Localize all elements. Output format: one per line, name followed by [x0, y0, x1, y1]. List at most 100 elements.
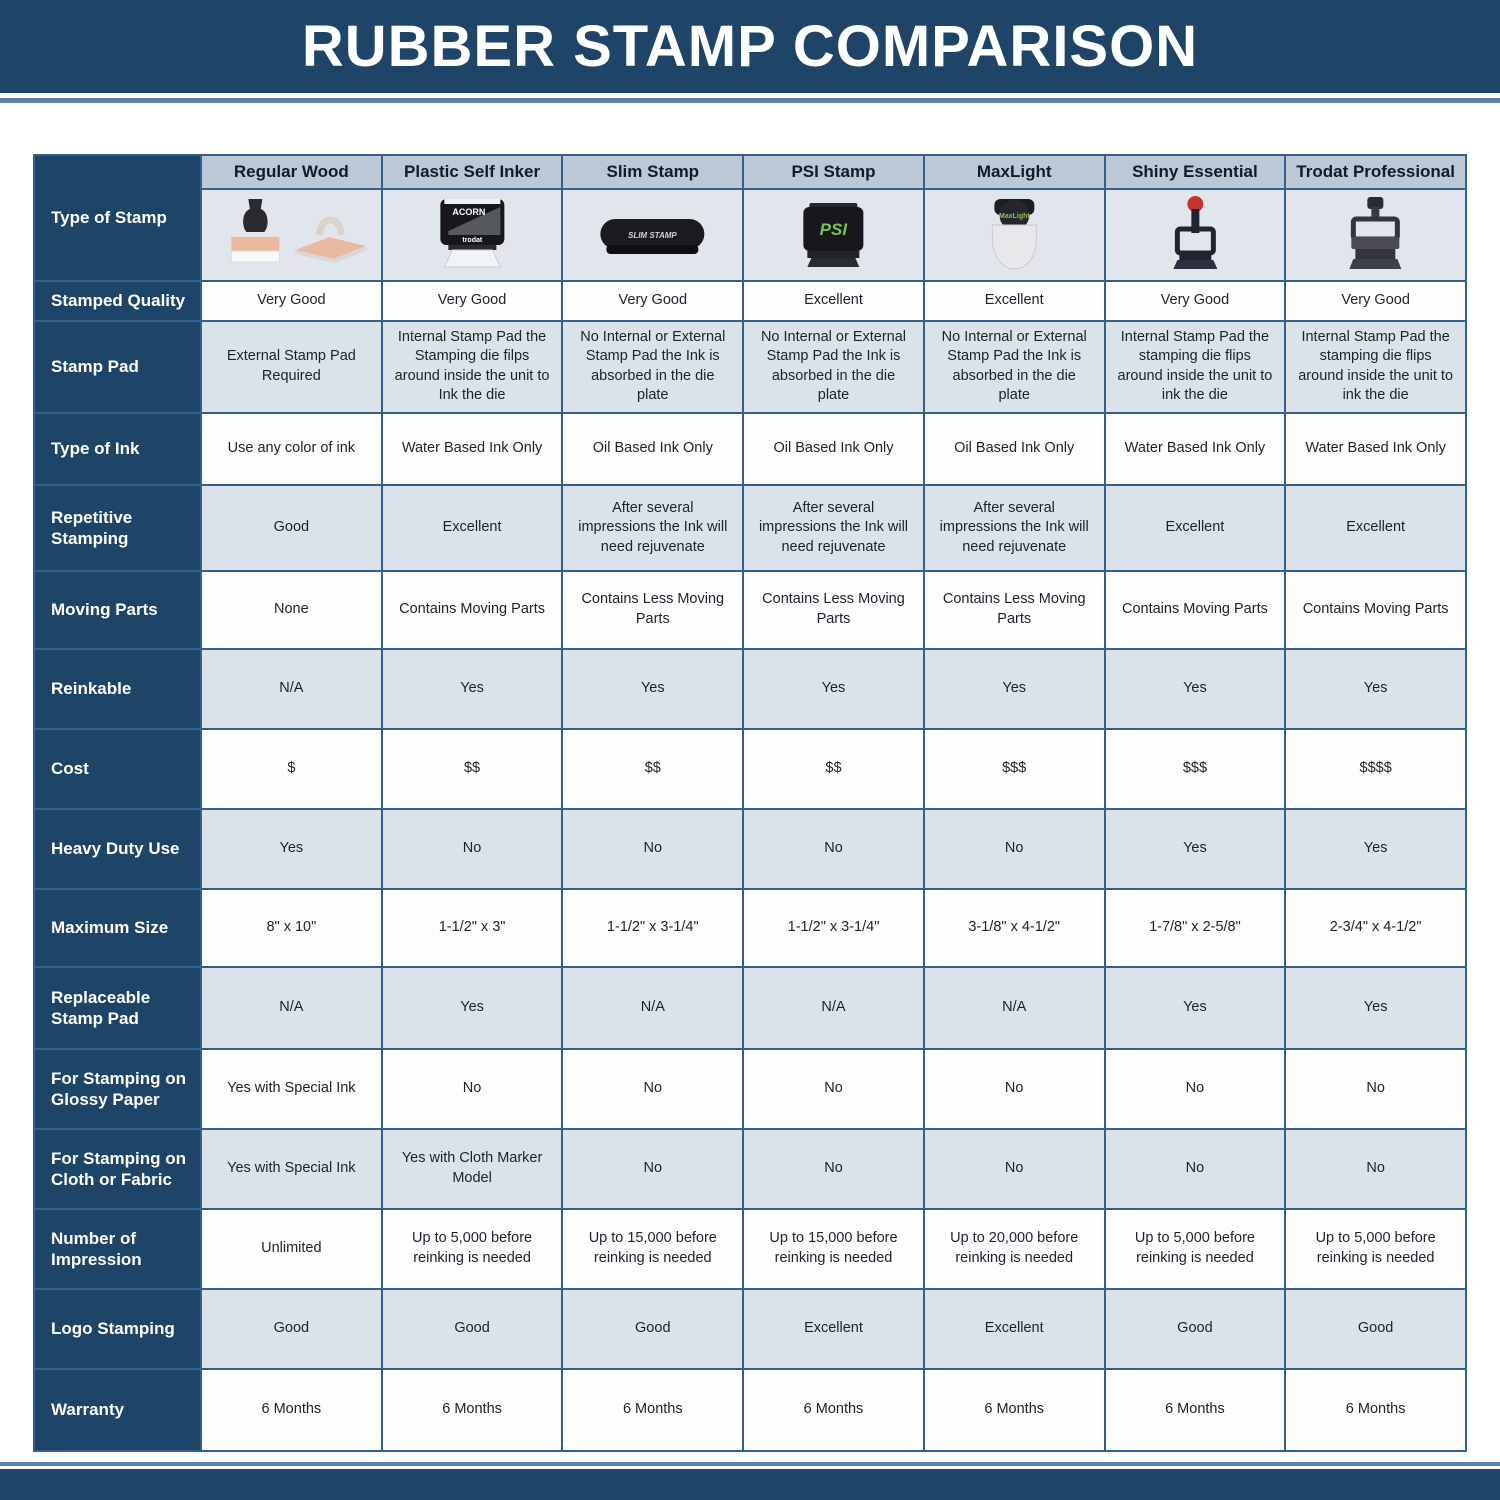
footer-bar: [0, 1469, 1500, 1500]
table-cell: External Stamp Pad Required: [202, 321, 381, 412]
comparison-table: Type of Stamp Regular Wood Plastic Self …: [33, 153, 1467, 1452]
table-cell: No Internal or External Stamp Pad the In…: [744, 321, 923, 412]
column-header-shiny-essential: Shiny Essential: [1105, 155, 1285, 188]
table-cell: Yes with Cloth Marker Model: [382, 1130, 562, 1208]
table-cell: N/A: [202, 968, 381, 1048]
row-moving-parts: Moving Parts None Contains Moving Parts …: [35, 572, 1465, 648]
row-label-type-of-stamp: Type of Stamp: [35, 155, 200, 280]
table-cell: Up to 15,000 before reinking is needed: [744, 1210, 923, 1288]
table-cell: $$: [563, 730, 743, 808]
column-header-plastic-self-inker: Plastic Self Inker: [382, 155, 562, 188]
row-label: Heavy Duty Use: [35, 810, 200, 888]
table-cell: Yes with Special Ink: [202, 1130, 381, 1208]
table-cell: Water Based Ink Only: [1105, 414, 1285, 484]
row-number-of-impression: Number of Impression Unlimited Up to 5,0…: [35, 1210, 1465, 1288]
table-cell: Up to 5,000 before reinking is needed: [1105, 1210, 1285, 1288]
psi-stamp-icon: PSI: [803, 202, 864, 267]
slim-stamp-icon: SLIM STAMP: [600, 218, 705, 254]
row-label: Stamp Pad: [35, 321, 200, 412]
footer-stripe: [0, 1462, 1500, 1466]
table-cell: Yes: [202, 810, 381, 888]
table-cell: Yes: [744, 650, 923, 728]
table-cell: Yes: [563, 650, 743, 728]
table-cell: Oil Based Ink Only: [563, 414, 743, 484]
wood-hand-stamp-icon: [230, 198, 368, 263]
row-warranty: Warranty 6 Months 6 Months 6 Months 6 Mo…: [35, 1370, 1465, 1450]
table-cell: No: [1105, 1050, 1285, 1128]
trodat-professional-stamp-image: [1286, 189, 1465, 280]
row-label: Repetitive Stamping: [35, 486, 200, 570]
page-title: RUBBER STAMP COMPARISON: [301, 13, 1199, 79]
table-cell: No: [563, 1130, 743, 1208]
row-label: Reinkable: [35, 650, 200, 728]
table-cell: N/A: [924, 968, 1104, 1048]
table-cell: Contains Moving Parts: [1105, 572, 1285, 648]
table-cell: After several impressions the Ink will n…: [744, 486, 923, 570]
table-cell: Contains Moving Parts: [1286, 572, 1465, 648]
table-cell: $$$: [924, 730, 1104, 808]
table-cell: 6 Months: [924, 1370, 1104, 1450]
psi-stamp-image: PSI: [744, 189, 923, 280]
plastic-self-inker-image: ACORN trodat: [382, 189, 562, 280]
regular-wood-stamp-image: [202, 189, 381, 280]
trodat-brand-text: trodat: [462, 237, 483, 244]
table-cell: Good: [563, 1290, 743, 1368]
table-cell: Excellent: [744, 281, 923, 320]
table-cell: Good: [202, 486, 381, 570]
table-cell: $: [202, 730, 381, 808]
maxlight-stamp-image: MaxLight: [924, 189, 1104, 280]
table-cell: No: [924, 810, 1104, 888]
table-cell: Unlimited: [202, 1210, 381, 1288]
psi-logo-text: PSI: [820, 220, 849, 239]
row-maximum-size: Maximum Size 8" x 10" 1-1/2" x 3" 1-1/2"…: [35, 890, 1465, 966]
table-cell: 6 Months: [1286, 1370, 1465, 1450]
table-cell: No: [1286, 1130, 1465, 1208]
table-cell: $$: [382, 730, 562, 808]
column-header-regular-wood: Regular Wood: [202, 155, 381, 188]
table-cell: No: [563, 810, 743, 888]
table-cell: 2-3/4" x 4-1/2": [1286, 890, 1465, 966]
table-cell: No: [1286, 1050, 1465, 1128]
table-cell: N/A: [744, 968, 923, 1048]
table-cell: Yes: [1286, 968, 1465, 1048]
table-cell: $$$: [1105, 730, 1285, 808]
column-header-psi-stamp: PSI Stamp: [744, 155, 923, 188]
table-cell: No: [744, 1130, 923, 1208]
row-label: Type of Ink: [35, 414, 200, 484]
row-label: Number of Impression: [35, 1210, 200, 1288]
row-label: Replaceable Stamp Pad: [35, 968, 200, 1048]
table-cell: Excellent: [1105, 486, 1285, 570]
table-cell: Oil Based Ink Only: [744, 414, 923, 484]
table-cell: Excellent: [924, 281, 1104, 320]
table-cell: Internal Stamp Pad the stamping die flip…: [1105, 321, 1285, 412]
table-cell: Yes: [382, 968, 562, 1048]
table-cell: No: [744, 1050, 923, 1128]
table-cell: Up to 15,000 before reinking is needed: [563, 1210, 743, 1288]
table-cell: Very Good: [1105, 281, 1285, 320]
row-stamp-pad: Stamp Pad External Stamp Pad Required In…: [35, 321, 1465, 412]
table-cell: No: [924, 1050, 1104, 1128]
shiny-essential-stamp-icon: [1172, 195, 1217, 269]
table-cell: 6 Months: [563, 1370, 743, 1450]
slim-stamp-logo-text: SLIM STAMP: [628, 231, 677, 240]
row-label: Moving Parts: [35, 572, 200, 648]
table-cell: None: [202, 572, 381, 648]
row-cost: Cost $ $$ $$ $$ $$$ $$$ $$$$: [35, 730, 1465, 808]
table-cell: Excellent: [924, 1290, 1104, 1368]
table-cell: 1-1/2" x 3": [382, 890, 562, 966]
table-cell: No: [924, 1130, 1104, 1208]
table-cell: Yes: [382, 650, 562, 728]
table-cell: After several impressions the Ink will n…: [563, 486, 743, 570]
table-cell: No Internal or External Stamp Pad the In…: [924, 321, 1104, 412]
table-cell: Excellent: [1286, 486, 1465, 570]
row-label: Maximum Size: [35, 890, 200, 966]
row-stamped-quality: Stamped Quality Very Good Very Good Very…: [35, 281, 1465, 320]
table-header-block: Type of Stamp Regular Wood Plastic Self …: [35, 155, 1465, 280]
column-header-slim-stamp: Slim Stamp: [563, 155, 743, 188]
row-glossy-paper: For Stamping on Glossy Paper Yes with Sp…: [35, 1050, 1465, 1128]
table-cell: Oil Based Ink Only: [924, 414, 1104, 484]
row-heavy-duty-use: Heavy Duty Use Yes No No No No Yes Yes: [35, 810, 1465, 888]
table-cell: Internal Stamp Pad the Stamping die filp…: [382, 321, 562, 412]
table-cell: Very Good: [202, 281, 381, 320]
table-cell: No: [382, 810, 562, 888]
